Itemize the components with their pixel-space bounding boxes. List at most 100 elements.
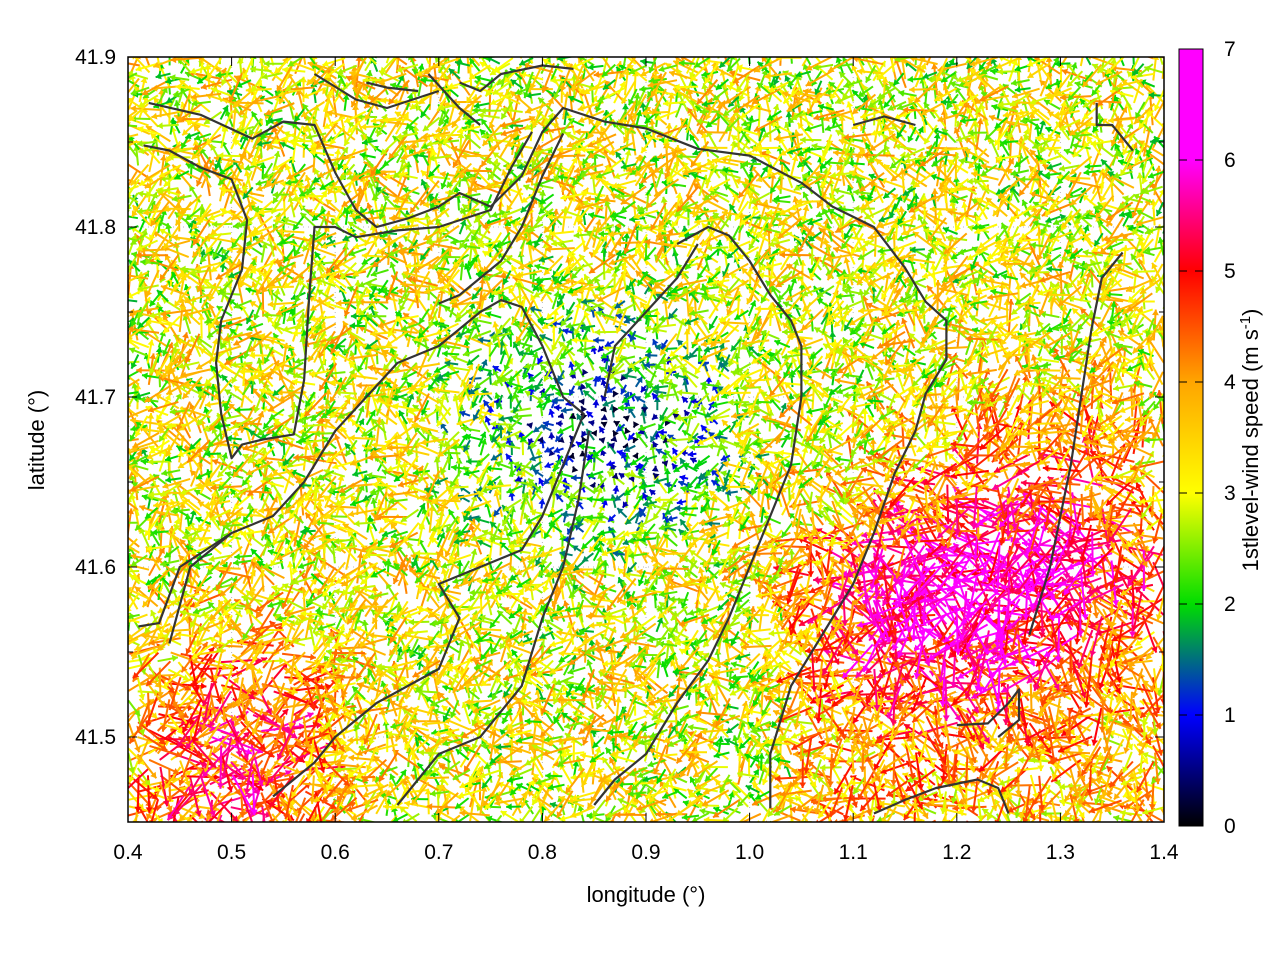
wind-arrow-shaft bbox=[1101, 823, 1122, 834]
wind-arrow bbox=[260, 822, 267, 859]
wind-arrow-head bbox=[698, 841, 705, 847]
wind-arrow-head bbox=[701, 837, 707, 844]
wind-arrow-head bbox=[151, 831, 157, 838]
wind-arrow-head bbox=[686, 831, 692, 837]
wind-arrow-shaft bbox=[822, 822, 854, 833]
wind-arrow-head bbox=[407, 834, 414, 840]
wind-arrow-head bbox=[1143, 826, 1149, 833]
wind-arrow-head bbox=[954, 832, 961, 838]
wind-arrow-shaft bbox=[392, 823, 407, 837]
wind-arrow-head bbox=[349, 827, 356, 833]
wind-arrow-head bbox=[489, 825, 495, 832]
wind-arrow-head bbox=[1038, 837, 1045, 843]
wind-arrow-head bbox=[825, 825, 832, 831]
wind-arrow-shaft bbox=[137, 823, 168, 827]
wind-arrow-head bbox=[828, 838, 834, 845]
wind-arrow bbox=[1101, 823, 1122, 834]
wind-arrow-head bbox=[360, 824, 366, 831]
wind-arrow-shaft bbox=[138, 775, 139, 813]
wind-arrow-shaft bbox=[734, 823, 750, 835]
wind-arrow bbox=[309, 775, 316, 804]
wind-arrow-head bbox=[182, 822, 188, 828]
wind-arrow-head bbox=[760, 830, 766, 837]
wind-arrow-shaft bbox=[906, 821, 936, 838]
wind-arrow bbox=[480, 786, 487, 814]
wind-arrow-shaft bbox=[191, 823, 203, 849]
wind-arrow-head bbox=[1117, 823, 1123, 830]
wind-arrow-head bbox=[966, 828, 972, 834]
wind-arrow-head bbox=[1006, 822, 1012, 829]
wind-arrow-shaft bbox=[891, 823, 916, 838]
wind-arrow-head bbox=[264, 841, 271, 847]
wind-arrow-head bbox=[1139, 829, 1145, 836]
wind-arrow-head bbox=[1021, 828, 1027, 834]
wind-arrow-head bbox=[575, 824, 581, 831]
wind-arrow bbox=[212, 816, 247, 836]
wind-arrow-head bbox=[169, 829, 176, 835]
wind-arrow-head bbox=[1008, 828, 1015, 834]
wind-arrow-head bbox=[1116, 834, 1123, 840]
wind-arrow bbox=[407, 824, 429, 840]
wind-arrow bbox=[906, 821, 936, 839]
wind-arrow-head bbox=[315, 835, 322, 841]
wind-arrow-head bbox=[999, 826, 1006, 832]
wind-arrow-shaft bbox=[224, 815, 241, 840]
wind-arrow-shaft bbox=[1164, 813, 1172, 836]
wind-arrow-head bbox=[192, 833, 198, 839]
wind-arrow-head bbox=[233, 827, 239, 833]
wind-arrow-head bbox=[340, 832, 347, 838]
wind-arrow-head bbox=[1127, 823, 1133, 830]
wind-arrow-head bbox=[812, 832, 818, 839]
wind-arrow bbox=[380, 816, 397, 835]
wind-arrow-head bbox=[799, 783, 806, 789]
wind-arrow-head bbox=[182, 836, 188, 843]
wind-arrow-shaft bbox=[894, 822, 907, 850]
wind-arrow-head bbox=[759, 822, 765, 829]
wind-arrow-shaft bbox=[407, 824, 429, 840]
wind-arrow-head bbox=[773, 783, 779, 790]
wind-arrow-shaft bbox=[325, 821, 347, 838]
wind-arrow bbox=[460, 810, 490, 817]
wind-arrow bbox=[941, 814, 957, 832]
wind-arrow bbox=[954, 823, 986, 838]
wind-arrow-head bbox=[1086, 826, 1092, 833]
wind-arrow-shaft bbox=[728, 815, 748, 833]
wind-arrow-shaft bbox=[575, 823, 593, 829]
wind-arrow-shaft bbox=[701, 823, 718, 843]
wind-arrow bbox=[947, 822, 959, 840]
wind-arrow bbox=[1122, 752, 1132, 773]
wind-arrow-head bbox=[205, 835, 212, 841]
wind-arrow-head bbox=[121, 789, 127, 795]
wind-arrow-head bbox=[1070, 824, 1076, 831]
wind-arrow-head bbox=[891, 832, 898, 838]
wind-arrow bbox=[607, 807, 626, 818]
wind-arrow-shaft bbox=[562, 824, 573, 836]
wind-arrow bbox=[224, 815, 241, 840]
wind-arrow-shaft bbox=[699, 822, 709, 848]
wind-arrow-head bbox=[1166, 830, 1173, 836]
wind-arrow-head bbox=[954, 834, 960, 840]
wind-arrow-shaft bbox=[493, 822, 512, 836]
wind-arrow-head bbox=[260, 853, 267, 859]
wind-arrow-head bbox=[914, 833, 921, 839]
wind-arrow-head bbox=[146, 829, 153, 835]
wind-arrow-head bbox=[793, 751, 799, 758]
wind-arrow-shaft bbox=[1007, 814, 1012, 834]
wind-arrow-head bbox=[1113, 815, 1119, 822]
wind-arrow-head bbox=[1037, 835, 1044, 841]
wind-arrow-shaft bbox=[153, 821, 159, 856]
wind-arrow-shaft bbox=[1040, 821, 1061, 842]
wind-arrow-shaft bbox=[766, 823, 781, 837]
wind-arrow-shaft bbox=[954, 823, 986, 837]
wind-arrow-shaft bbox=[587, 815, 596, 837]
wind-arrow-head bbox=[430, 790, 436, 797]
wind-arrow-shaft bbox=[190, 815, 218, 841]
wind-arrow-head bbox=[246, 832, 252, 838]
wind-arrow bbox=[686, 823, 697, 837]
wind-arrow-shaft bbox=[1081, 813, 1090, 844]
wind-arrow-shaft bbox=[763, 815, 792, 825]
wind-arrow-head bbox=[766, 830, 772, 836]
wind-arrow-head bbox=[743, 833, 749, 839]
wind-arrow-head bbox=[318, 824, 325, 830]
wind-arrow-head bbox=[545, 772, 551, 779]
